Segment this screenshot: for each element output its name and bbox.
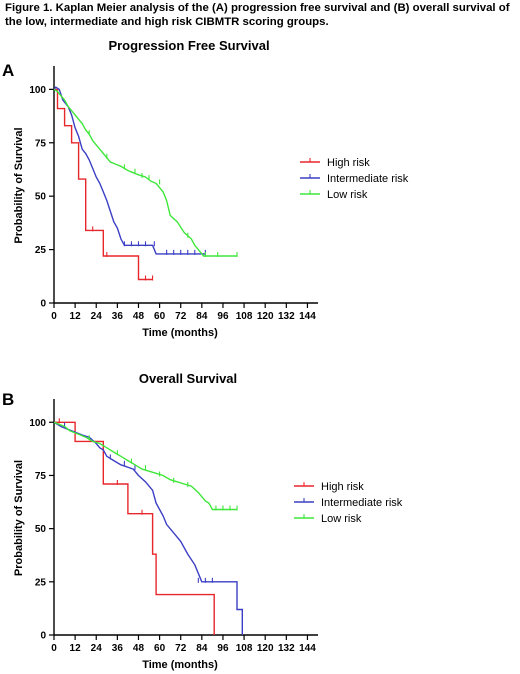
- y-tick-label: 0: [40, 299, 46, 310]
- x-tick-label: 12: [70, 311, 82, 322]
- y-tick-label: 50: [35, 192, 47, 203]
- y-axis-title: Probability of Survival: [13, 460, 25, 576]
- x-axis-title: Time (months): [142, 659, 218, 671]
- y-tick-label: 75: [35, 471, 47, 482]
- x-tick-label: 132: [278, 643, 295, 654]
- x-tick-label: 72: [175, 311, 187, 322]
- chart-panel-b: B Overall Survival 0 25 50 75 100 0 12 24 36 48 60 72…: [2, 371, 403, 671]
- x-tick-label: 60: [154, 643, 166, 654]
- x-tick-label: 120: [257, 311, 274, 322]
- x-tick-label: 108: [236, 643, 253, 654]
- legend-label-intermediate: Intermediate risk: [321, 497, 403, 509]
- y-axis-title: Probability of Survival: [13, 127, 25, 243]
- x-tick-label: 0: [51, 311, 57, 322]
- series-line-low: [53, 88, 237, 257]
- x-tick-label: 72: [175, 643, 187, 654]
- legend-label-high: High risk: [321, 481, 364, 493]
- legend-label-intermediate: Intermediate risk: [327, 173, 409, 185]
- x-tick-label: 24: [91, 643, 103, 654]
- x-tick-label: 36: [112, 643, 124, 654]
- y-tick-label: 25: [35, 245, 47, 256]
- x-tick-label: 48: [133, 311, 145, 322]
- y-tick-label: 100: [29, 418, 46, 429]
- legend-label-low: Low risk: [321, 513, 362, 525]
- series-line-intermediate: [53, 421, 244, 635]
- x-tick-label: 36: [112, 311, 124, 322]
- x-tick-label: 144: [299, 311, 316, 322]
- x-tick-label: 84: [196, 311, 208, 322]
- x-tick-label: 144: [299, 643, 316, 654]
- series-line-high: [54, 421, 215, 635]
- x-tick-label: 60: [154, 311, 166, 322]
- x-tick-label: 24: [91, 311, 103, 322]
- x-tick-label: 12: [70, 643, 82, 654]
- x-tick-label: 48: [133, 643, 145, 654]
- x-tick-label: 0: [51, 643, 57, 654]
- x-tick-label: 84: [196, 643, 208, 654]
- x-tick-label: 96: [217, 643, 229, 654]
- chart-title: Progression Free Survival: [108, 38, 269, 53]
- y-tick-label: 50: [35, 524, 47, 535]
- chart-panel-a: A Progression Free Survival 0 25 50 75 100 0 12 2…: [2, 38, 409, 339]
- figure-caption: Figure 1. Kaplan Meier analysis of the (…: [5, 2, 510, 28]
- panel-letter: A: [2, 61, 14, 80]
- panel-letter: B: [2, 390, 14, 409]
- x-tick-label: 108: [236, 311, 253, 322]
- chart-title: Overall Survival: [139, 371, 237, 386]
- y-tick-label: 25: [35, 577, 47, 588]
- series-line-low: [53, 421, 237, 511]
- x-tick-label: 132: [278, 311, 295, 322]
- x-axis-title: Time (months): [142, 327, 218, 339]
- y-tick-label: 75: [35, 138, 47, 149]
- legend-label-low: Low risk: [327, 189, 368, 201]
- y-tick-label: 100: [29, 85, 46, 96]
- series-line-high: [54, 88, 153, 281]
- y-tick-label: 0: [40, 631, 46, 642]
- legend-label-high: High risk: [327, 157, 370, 169]
- x-tick-label: 96: [217, 311, 229, 322]
- x-tick-label: 120: [257, 643, 274, 654]
